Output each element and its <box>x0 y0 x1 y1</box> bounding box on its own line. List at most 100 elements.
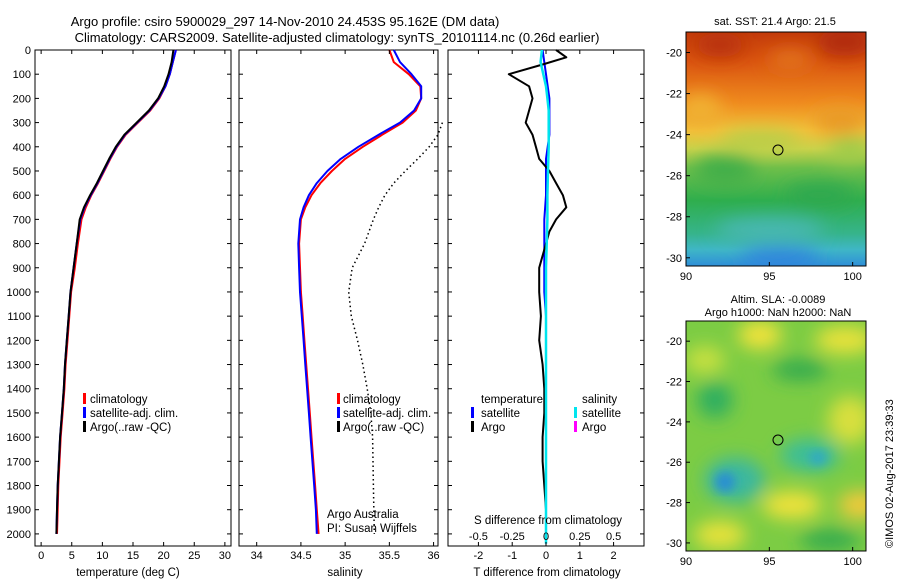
difference-legend: temperature satellite Argo salinity sate… <box>471 394 621 434</box>
map2-axes: 90 95 100 -20 -22 -24 -26 -28 -30 <box>666 336 862 568</box>
map-x-tick-label: 95 <box>763 271 775 283</box>
x-tick-label: 0 <box>543 550 549 562</box>
difference-axes: -2 -1 0 1 2 -0.5 -0.25 0 0.25 0.5 <box>448 49 644 562</box>
y-tick-label: 1900 <box>7 505 31 517</box>
legend-label-argo: Argo(..raw -QC) <box>90 422 171 434</box>
map-x-tick-label: 90 <box>680 556 692 568</box>
x-tick-label-s: -0.5 <box>469 531 488 543</box>
x-tick-label-s: 0.5 <box>606 531 621 543</box>
y-tick-label: 200 <box>13 93 31 105</box>
sla-map-profile-marker <box>772 434 784 446</box>
sst-map-frame <box>685 31 867 267</box>
x-tick-label: 36 <box>427 550 439 562</box>
sst-map <box>686 32 866 266</box>
legend-label-argo: Argo(..raw -QC) <box>343 422 424 434</box>
sla-map-texture <box>686 321 866 550</box>
t-difference-x-label: T difference from climatology <box>473 567 620 579</box>
series-line-t-argo <box>507 49 568 510</box>
map-y-tick-label: -22 <box>666 89 682 101</box>
y-tick-label: 1500 <box>7 408 31 420</box>
y-tick-label: 1000 <box>7 287 31 299</box>
legend-label-t-satellite: satellite <box>481 408 520 420</box>
legend-swatch-satellite <box>337 407 340 418</box>
y-tick-label: 900 <box>13 263 31 275</box>
sla-map-eddies <box>715 451 827 492</box>
x-tick-label: 35.5 <box>379 550 400 562</box>
legend-label-satellite: satellite-adj. clim. <box>90 408 178 420</box>
temperature-legend: climatology satellite-adj. clim. Argo(..… <box>83 393 178 434</box>
title-line-1: Argo profile: csiro 5900029_297 14-Nov-2… <box>71 14 500 29</box>
legend-label-satellite: satellite-adj. clim. <box>343 408 431 420</box>
y-tick-label: 1600 <box>7 432 31 444</box>
y-tick-label: 500 <box>13 166 31 178</box>
x-tick-label: 2 <box>611 550 617 562</box>
sla-map-frame <box>685 320 867 552</box>
legend-swatch-satellite <box>83 407 86 418</box>
y-tick-label: 1400 <box>7 384 31 396</box>
x-tick-label: 34 <box>251 550 263 562</box>
temperature-axes: 0100200300400500600700800900100011001200… <box>7 45 231 562</box>
sst-map-texture <box>686 32 866 266</box>
map-y-tick-label: -26 <box>666 457 682 469</box>
y-tick-label: 300 <box>13 118 31 130</box>
x-tick-label-s: 0 <box>543 531 549 543</box>
legend-label-s-satellite: satellite <box>582 408 621 420</box>
map-y-tick-label: -26 <box>666 171 682 183</box>
y-tick-label: 600 <box>13 190 31 202</box>
legend-title-temperature: temperature <box>481 394 543 406</box>
legend-swatch-t-argo <box>471 421 474 432</box>
x-tick-label: 1 <box>577 550 583 562</box>
series-line-satellite-adj-clim- <box>297 49 423 534</box>
credit-line-2: PI: Susan Wijffels <box>327 523 417 535</box>
y-tick-label: 1200 <box>7 335 31 347</box>
x-tick-label: 20 <box>158 550 170 562</box>
x-tick-label: 25 <box>188 550 200 562</box>
series-line-argo-raw-qc- <box>347 122 444 534</box>
map2-title-line-1: Altim. SLA: -0.0089 <box>731 294 826 306</box>
x-tick-label: -2 <box>474 550 484 562</box>
legend-swatch-argo <box>83 421 86 432</box>
salinity-plot-frame <box>238 49 439 547</box>
x-tick-label: 0 <box>38 550 44 562</box>
map-y-tick-label: -20 <box>666 48 682 60</box>
series-line-s-satellite <box>539 49 550 544</box>
legend-swatch-climatology <box>83 393 86 404</box>
map1-axes: 90 95 100 -20 -22 -24 -26 -28 -30 <box>666 48 862 283</box>
y-tick-label: 400 <box>13 142 31 154</box>
sst-map-profile-marker <box>772 144 784 156</box>
sla-map <box>686 321 866 551</box>
y-tick-label: 1700 <box>7 456 31 468</box>
temperature-series <box>55 49 177 534</box>
temperature-plot-frame <box>34 49 232 547</box>
y-tick-label: 1100 <box>7 311 31 323</box>
legend-label-climatology: climatology <box>343 394 401 406</box>
y-tick-label: 1300 <box>7 360 31 372</box>
map-y-tick-label: -22 <box>666 377 682 389</box>
difference-series <box>507 49 568 544</box>
map2-title-line-2: Argo h1000: NaN h2000: NaN <box>705 307 852 319</box>
x-tick-label: 15 <box>127 550 139 562</box>
legend-swatch-argo <box>337 421 340 432</box>
y-tick-label: 800 <box>13 239 31 251</box>
salinity-series <box>297 49 444 534</box>
series-line-climatology <box>56 49 177 534</box>
x-tick-label: 5 <box>69 550 75 562</box>
legend-title-salinity: salinity <box>582 394 617 406</box>
y-tick-label: 700 <box>13 214 31 226</box>
series-line-satellite-adj-clim- <box>55 49 177 534</box>
y-tick-label: 0 <box>25 45 31 57</box>
series-line-argo-raw-qc- <box>55 49 175 534</box>
x-tick-label: 10 <box>96 550 108 562</box>
x-tick-label: 30 <box>219 550 231 562</box>
s-difference-label: S difference from climatology <box>474 515 622 527</box>
legend-swatch-climatology <box>337 393 340 404</box>
x-tick-label-s: -0.25 <box>500 531 525 543</box>
map-x-tick-label: 100 <box>843 556 861 568</box>
y-tick-label: 2000 <box>7 529 31 541</box>
x-tick-label: -1 <box>507 550 517 562</box>
y-tick-label: 100 <box>13 69 31 81</box>
credit-line-1: Argo Australia <box>327 509 399 521</box>
legend-swatch-t-satellite <box>471 407 474 418</box>
legend-swatch-s-argo <box>574 421 577 432</box>
